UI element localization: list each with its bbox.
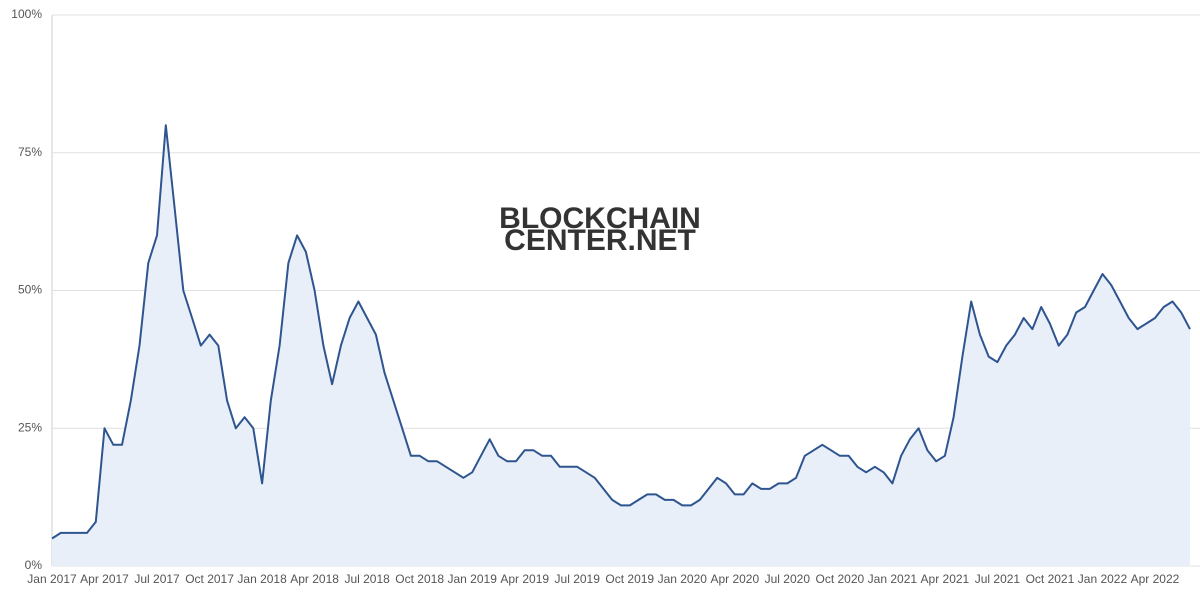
y-tick-label: 0% [25, 558, 43, 572]
watermark: BLOCKCHAIN [499, 202, 701, 235]
line [51, 124, 1191, 540]
x-tick-label: Jan 2019 [447, 572, 497, 586]
y-tick-label: 50% [18, 283, 42, 297]
x-tick-label: Oct 2020 [815, 572, 864, 586]
x-tick-label: Jul 2021 [975, 572, 1021, 586]
x-tick-label: Jan 2021 [868, 572, 918, 586]
watermark: CENTER.NET [504, 224, 696, 257]
x-tick-label: Jul 2019 [555, 572, 601, 586]
x-tick-label: Jan 2022 [1078, 572, 1128, 586]
y-tick-label: 25% [18, 420, 42, 434]
x-tick-label: Jul 2017 [134, 572, 180, 586]
x-tick-label: Apr 2018 [290, 572, 339, 586]
x-tick-label: Jul 2018 [344, 572, 390, 586]
area [52, 125, 1190, 566]
x-tick-label: Apr 2019 [500, 572, 549, 586]
x-tick-label: Jan 2018 [237, 572, 287, 586]
x-tick-label: Oct 2017 [185, 572, 234, 586]
x-tick-label: Jan 2017 [27, 572, 77, 586]
x-tick-label: Apr 2021 [921, 572, 970, 586]
x-tick-label: Jan 2020 [658, 572, 708, 586]
x-tick-label: Apr 2017 [80, 572, 129, 586]
x-tick-label: Oct 2021 [1026, 572, 1075, 586]
x-tick-label: Oct 2018 [395, 572, 444, 586]
y-tick-label: 100% [11, 7, 42, 21]
y-tick-label: 75% [18, 145, 42, 159]
x-tick-label: Jul 2020 [765, 572, 811, 586]
x-tick-label: Apr 2022 [1131, 572, 1180, 586]
x-tick-label: Oct 2019 [605, 572, 654, 586]
x-tick-label: Apr 2020 [710, 572, 759, 586]
